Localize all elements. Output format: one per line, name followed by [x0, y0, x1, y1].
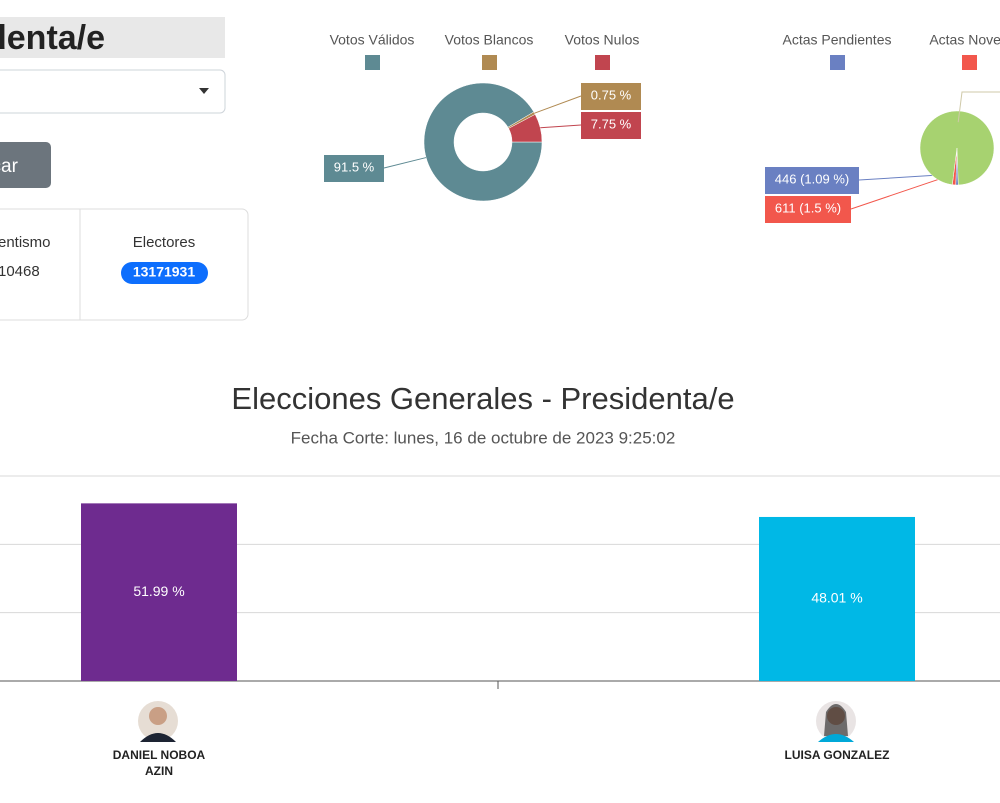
stat-label: Electores: [133, 234, 196, 251]
candidate-top: [818, 734, 854, 742]
value-box: [765, 167, 859, 194]
candidate-hair: [824, 704, 848, 736]
x-tick-label: DANIEL NOBOA AZIN: [112, 748, 206, 778]
search-button[interactable]: [0, 142, 51, 188]
value-label: 48.01 %: [811, 590, 862, 606]
stat-value: 10468: [0, 263, 40, 280]
slice: [423, 82, 543, 202]
bar: [759, 516, 915, 681]
select[interactable]: [0, 69, 226, 114]
badge: [121, 262, 208, 284]
bar: [81, 503, 237, 681]
leader-line: [534, 95, 582, 114]
title-box: [0, 17, 225, 58]
candidate-face: [149, 707, 167, 725]
leader-line: [540, 124, 582, 129]
value-box: [324, 155, 384, 182]
legend-swatch: [962, 55, 977, 70]
stat-label: entismo: [0, 234, 51, 251]
legend-label: Votos Nulos: [565, 32, 640, 48]
stat-value: 13171931: [133, 264, 196, 280]
slice: [508, 114, 543, 143]
slice: [919, 110, 995, 186]
legend-swatch: [482, 55, 497, 70]
legend-swatch: [595, 55, 610, 70]
value-label: 91.5 %: [334, 159, 375, 174]
legend-label: Actas Noved: [929, 32, 1000, 48]
select-caret: [199, 88, 209, 94]
value-label: 7.75 %: [591, 116, 632, 131]
candidate-suit: [140, 733, 176, 742]
button-label: scar: [0, 156, 19, 177]
value-label: 0.75 %: [591, 87, 632, 102]
chart-title: Elecciones Generales - Presidenta/e: [231, 381, 734, 416]
legend-swatch: [830, 55, 845, 70]
value-label: 446 (1.09 %): [775, 171, 849, 186]
value-box: [581, 112, 641, 139]
chart-subtitle: Fecha Corte: lunes, 16 de octubre de 202…: [291, 428, 676, 447]
legend-swatch: [365, 55, 380, 70]
stats-card: [0, 208, 249, 321]
value-label: 51.99 %: [133, 583, 184, 599]
x-tick-label: LUISA GONZALEZ: [784, 748, 890, 762]
leader-line: [383, 157, 427, 169]
value-box: [581, 83, 641, 110]
value-label: 611 (1.5 %): [775, 200, 841, 215]
value-box: [765, 196, 851, 223]
legend-label: Votos Blancos: [445, 32, 534, 48]
legend-label: Votos Válidos: [330, 32, 415, 48]
leader-line: [957, 91, 1000, 123]
page-title: denta/e: [0, 19, 105, 57]
legend-label: Actas Pendientes: [783, 32, 892, 48]
